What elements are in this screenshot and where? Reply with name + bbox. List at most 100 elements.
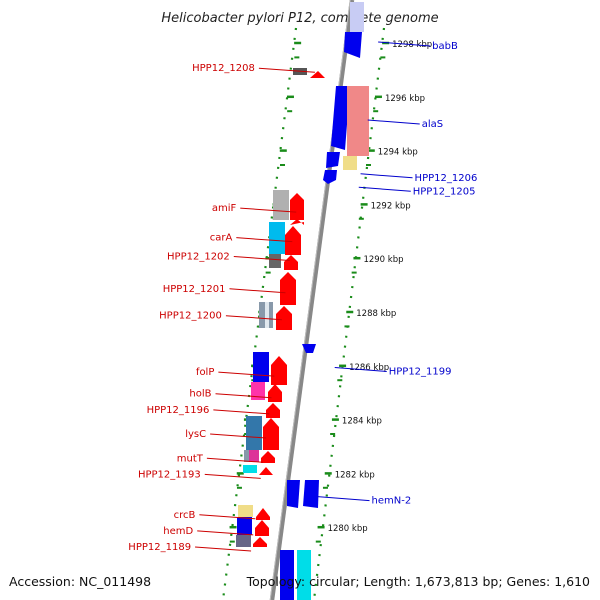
tick-label: 1292 kbp bbox=[371, 201, 411, 211]
gene-label-holB: holB bbox=[189, 389, 211, 400]
feature-HPP12_1189-arrow bbox=[253, 537, 267, 547]
feature-folP-arrow bbox=[271, 356, 287, 385]
gene-label-folP: folP bbox=[196, 367, 214, 378]
gene-label-HPP12_1196: HPP12_1196 bbox=[147, 405, 210, 416]
gene-callout-line bbox=[334, 366, 387, 372]
gene-callout-line bbox=[378, 41, 431, 47]
accession-text: Accession: NC_011498 bbox=[9, 574, 151, 589]
track-boundaries bbox=[221, 27, 386, 600]
forward-strand-features bbox=[236, 68, 325, 547]
gene-callout-line bbox=[233, 256, 290, 262]
gene-callout-line bbox=[206, 457, 263, 463]
feature-babB-box bbox=[350, 2, 364, 32]
genome-summary-text: Topology: circular; Length: 1,673,813 bp… bbox=[246, 574, 590, 589]
gene-label-HPP12_1201: HPP12_1201 bbox=[163, 284, 226, 295]
gene-label-lysC: lysC bbox=[185, 429, 206, 440]
tick-label: 1286 kbp bbox=[349, 363, 389, 373]
gene-callout-line bbox=[236, 237, 293, 243]
feature-HPP12_1205-arrow bbox=[323, 170, 337, 184]
reverse-strand-features bbox=[280, 2, 369, 600]
tick-label: 1288 kbp bbox=[356, 309, 396, 319]
feature-carA-arrow bbox=[285, 226, 301, 255]
feature-HPP12_1199-arrow bbox=[302, 344, 316, 353]
tick-label: 1294 kbp bbox=[378, 148, 418, 158]
feature-hemN2-arrow-b bbox=[303, 480, 319, 508]
feature-bottom-cyan bbox=[297, 550, 311, 600]
feature-hemN2-arrow-a bbox=[287, 480, 300, 508]
feature-bottom-blue bbox=[280, 550, 294, 600]
gene-label-HPP12_1200: HPP12_1200 bbox=[159, 311, 222, 322]
gene-callout-line bbox=[225, 315, 282, 321]
gene-label-HPP12_1193: HPP12_1193 bbox=[138, 469, 201, 480]
feature-HPP12_1200-stripe bbox=[265, 302, 269, 328]
gene-callout-line bbox=[215, 393, 272, 399]
feature-folP-box bbox=[253, 352, 269, 382]
feature-mutT-box bbox=[249, 450, 259, 462]
gene-callout-line bbox=[358, 186, 411, 192]
gene-label-mutT: mutT bbox=[177, 453, 204, 464]
gene-label-crcB: crcB bbox=[174, 510, 196, 521]
feature-holB-arrow bbox=[268, 384, 282, 402]
feature-lysC-arrow bbox=[263, 418, 279, 450]
gene-label-babB: babB bbox=[432, 41, 458, 52]
feature-HPP12_1202-box bbox=[269, 254, 281, 268]
gene-callout-line bbox=[229, 288, 286, 294]
tick-label: 1296 kbp bbox=[385, 94, 425, 104]
gene-label-carA: carA bbox=[210, 233, 233, 244]
feature-HPP12_1200-arrow bbox=[276, 306, 292, 330]
gene-label-hemN-2: hemN-2 bbox=[372, 496, 412, 507]
feature-alaS-arrow bbox=[331, 86, 350, 150]
gene-label-amiF: amiF bbox=[212, 203, 237, 214]
feature-mutT-side bbox=[244, 450, 249, 462]
gene-callout-line bbox=[199, 514, 256, 520]
gene-callout-line bbox=[367, 119, 420, 125]
feature-alaS-box bbox=[347, 86, 369, 156]
gene-callout-line bbox=[210, 433, 267, 439]
gene-callout-line bbox=[195, 546, 252, 552]
gene-callout-line bbox=[197, 530, 254, 536]
gene-label-HPP12_1202: HPP12_1202 bbox=[167, 252, 230, 263]
feature-HPP12_1202-arrow bbox=[284, 255, 298, 270]
tick-label: 1290 kbp bbox=[363, 255, 403, 265]
feature-crcB-arrow bbox=[256, 508, 270, 520]
gene-label-HPP12_1208: HPP12_1208 bbox=[192, 63, 255, 74]
feature-lysC-box bbox=[246, 416, 262, 450]
gene-label-hemD: hemD bbox=[163, 526, 193, 537]
gene-callout-line bbox=[218, 371, 275, 377]
feature-hemD-box bbox=[237, 517, 252, 535]
gene-callout-line bbox=[240, 207, 297, 213]
tick-label: 1284 kbp bbox=[342, 417, 382, 427]
feature-babB-arrow bbox=[344, 32, 362, 58]
gene-label-layer: HPP12_1208 amiF carA HPP12_1202 HPP12_1201 HP… bbox=[128, 41, 477, 553]
feature-amiF-box bbox=[273, 190, 289, 220]
gene-label-HPP12_1199: HPP12_1199 bbox=[389, 366, 452, 377]
feature-HPP12_1201-arrow bbox=[280, 272, 296, 305]
gene-label-HPP12_1206: HPP12_1206 bbox=[415, 173, 478, 184]
tick-label: 1282 kbp bbox=[335, 470, 375, 480]
feature-holB-box bbox=[251, 382, 265, 400]
feature-mutT-arrow bbox=[261, 451, 275, 463]
feature-HPP12_1193-arrow bbox=[259, 467, 273, 475]
feature-crcB-box bbox=[238, 505, 253, 517]
feature-amiF-arrow bbox=[290, 193, 304, 220]
feature-HPP12_1189-box bbox=[236, 535, 251, 547]
feature-HPP12_1193-box bbox=[243, 465, 257, 473]
tick-label: 1280 kbp bbox=[328, 524, 368, 534]
gene-callout-line bbox=[213, 409, 270, 415]
feature-hemD-arrow bbox=[255, 520, 269, 536]
gene-label-alaS: alaS bbox=[422, 119, 443, 130]
feature-amiF-tip bbox=[290, 219, 304, 225]
gene-label-HPP12_1205: HPP12_1205 bbox=[413, 186, 476, 197]
feature-carA-box bbox=[269, 222, 285, 254]
gene-callout-line bbox=[204, 473, 261, 479]
feature-yellow-box bbox=[343, 156, 357, 170]
gene-callout-line bbox=[258, 67, 315, 73]
gene-label-HPP12_1189: HPP12_1189 bbox=[128, 542, 191, 553]
feature-HPP12_1208-arrow bbox=[310, 71, 325, 78]
feature-HPP12_1196-arrow bbox=[266, 403, 280, 418]
map-title: Helicobacter pylori P12, complete genome bbox=[161, 11, 438, 26]
gene-callout-line bbox=[360, 173, 413, 179]
feature-HPP12_1206-arrow bbox=[326, 152, 340, 168]
